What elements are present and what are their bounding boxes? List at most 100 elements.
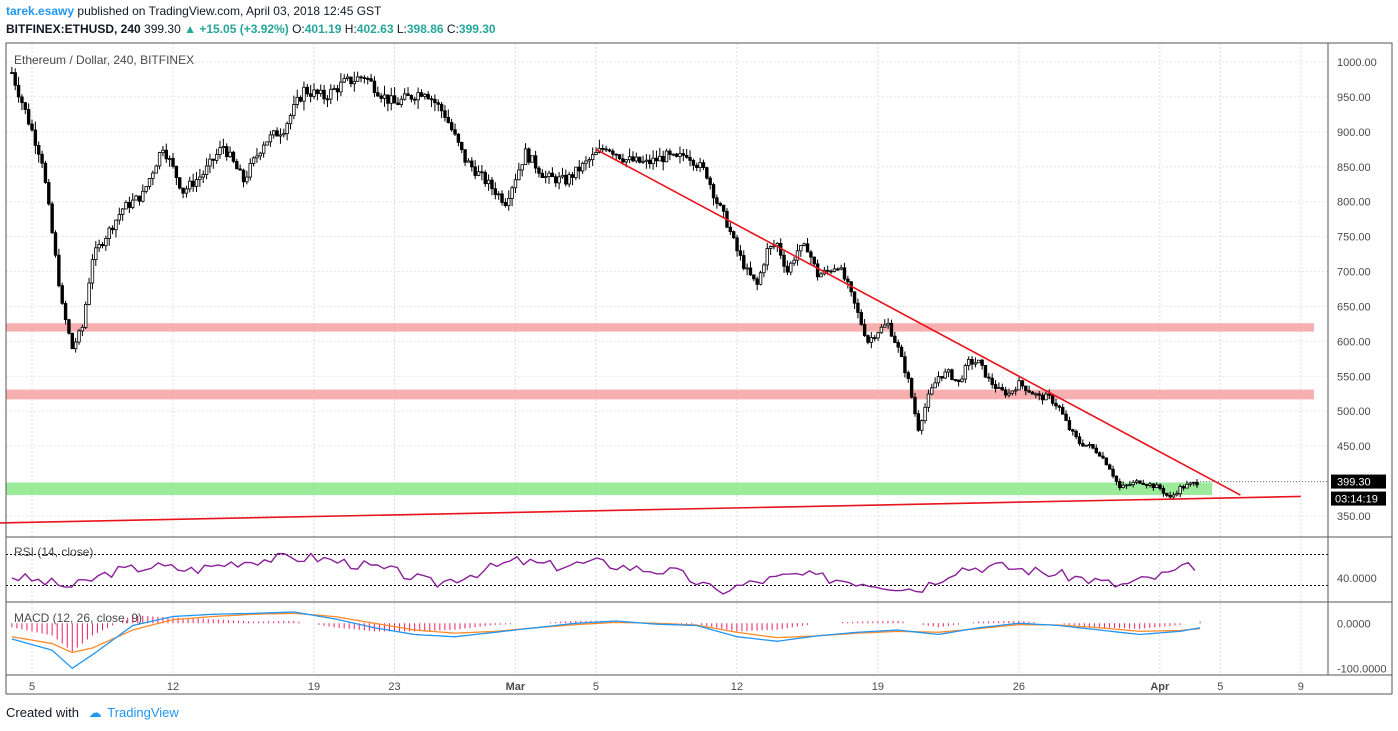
candle-body: [40, 153, 44, 164]
candle-body: [852, 291, 857, 304]
candle-body: [423, 93, 427, 97]
candle-body: [231, 151, 236, 162]
footer: Created with ☁ TradingView: [6, 705, 179, 721]
candle-body: [342, 78, 346, 83]
x-tick-label: 9: [1298, 681, 1304, 693]
y-tick-label: 850.00: [1337, 162, 1371, 174]
candle-body: [63, 302, 68, 321]
candle-body: [785, 265, 790, 273]
candle-body: [167, 158, 172, 160]
candle-body: [295, 96, 299, 105]
candle-body: [728, 226, 733, 233]
candle-body: [503, 202, 508, 206]
candle-body: [1138, 480, 1142, 484]
close-value: 399.30: [458, 22, 496, 36]
candle-body: [349, 76, 353, 85]
x-tick-label: 23: [388, 681, 400, 693]
candle-body: [1094, 447, 1098, 454]
candle-body: [913, 396, 917, 415]
candle-body: [114, 219, 118, 231]
candle-body: [721, 204, 726, 212]
candle-body: [13, 72, 17, 86]
candle-body: [517, 169, 521, 181]
rsi-tick-label: 40.0000: [1337, 573, 1377, 585]
candle-body: [691, 160, 696, 166]
candle-body: [480, 171, 484, 174]
y-tick-label: 950.00: [1337, 92, 1371, 104]
rsi-line: [11, 552, 1196, 595]
candle-body: [161, 149, 165, 153]
candle-body: [389, 95, 393, 104]
ohlc-line: BITFINEX:ETHUSD, 240 399.30 ▲ +15.05 (+3…: [6, 22, 496, 36]
candle-body: [1030, 391, 1035, 395]
candle-body: [748, 267, 753, 276]
candle-body: [644, 159, 649, 162]
candle-body: [1195, 481, 1199, 486]
candle-body: [1097, 452, 1102, 457]
candle-body: [248, 163, 252, 178]
candle-body: [1003, 389, 1008, 396]
x-tick-label: 26: [1013, 681, 1025, 693]
candle-body: [174, 165, 179, 179]
candle-body: [866, 335, 870, 343]
candle-body: [1171, 494, 1176, 498]
candle-body: [738, 250, 743, 256]
candle-body: [872, 337, 877, 340]
up-arrow-icon: ▲: [184, 22, 196, 36]
candle-body: [43, 162, 48, 183]
candle-body: [715, 197, 719, 204]
candle-body: [70, 332, 74, 350]
candle-body: [960, 378, 964, 382]
candle-body: [184, 188, 189, 194]
candle-body: [396, 102, 400, 105]
candle-body: [661, 155, 665, 163]
candle-body: [47, 182, 51, 205]
candle-body: [607, 149, 612, 152]
candle-body: [543, 176, 548, 179]
tradingview-logo-icon[interactable]: ☁: [88, 705, 102, 720]
candle-body: [560, 174, 565, 178]
candle-body: [288, 115, 293, 125]
resistance-zone: [6, 323, 1314, 332]
high-label: H:: [344, 22, 357, 36]
candle-body: [245, 176, 249, 183]
candle-body: [651, 157, 655, 165]
candle-body: [1074, 430, 1078, 438]
candle-body: [805, 243, 810, 253]
candle-body: [1020, 380, 1025, 387]
candle-body: [886, 322, 890, 326]
candle-body: [1037, 393, 1041, 396]
candle-body: [194, 179, 199, 187]
published-text: published on TradingView.com, April 03, …: [77, 4, 382, 18]
candle-body: [963, 365, 968, 380]
candle-body: [1191, 481, 1196, 484]
candle-body: [362, 77, 367, 79]
candle-body: [533, 155, 538, 169]
candle-body: [261, 144, 266, 154]
indicators: RSI (14, close) MACD (12, 26, close, 9): [6, 545, 1328, 670]
candle-body: [120, 208, 125, 215]
candle-body: [483, 172, 487, 185]
candle-body: [604, 148, 608, 151]
candle-body: [1111, 468, 1115, 477]
candle-body: [933, 382, 937, 389]
candle-body: [510, 187, 514, 199]
candle-body: [1050, 394, 1055, 404]
tradingview-brand-link[interactable]: TradingView: [107, 705, 179, 720]
x-tick-label: 19: [308, 681, 320, 693]
candle-body: [16, 84, 21, 98]
candle-body: [10, 72, 14, 74]
candle-body: [664, 150, 669, 163]
candle-body: [997, 387, 1001, 389]
author-link[interactable]: tarek.esawy: [6, 4, 75, 18]
candle-body: [916, 413, 921, 431]
candle-body: [282, 133, 286, 136]
candle-body: [842, 267, 847, 280]
candle-body: [701, 162, 706, 169]
candle-body: [436, 102, 440, 105]
candle-body: [335, 88, 340, 93]
candle-body: [507, 197, 511, 206]
candles: [10, 66, 1199, 501]
candle-body: [1014, 389, 1018, 392]
